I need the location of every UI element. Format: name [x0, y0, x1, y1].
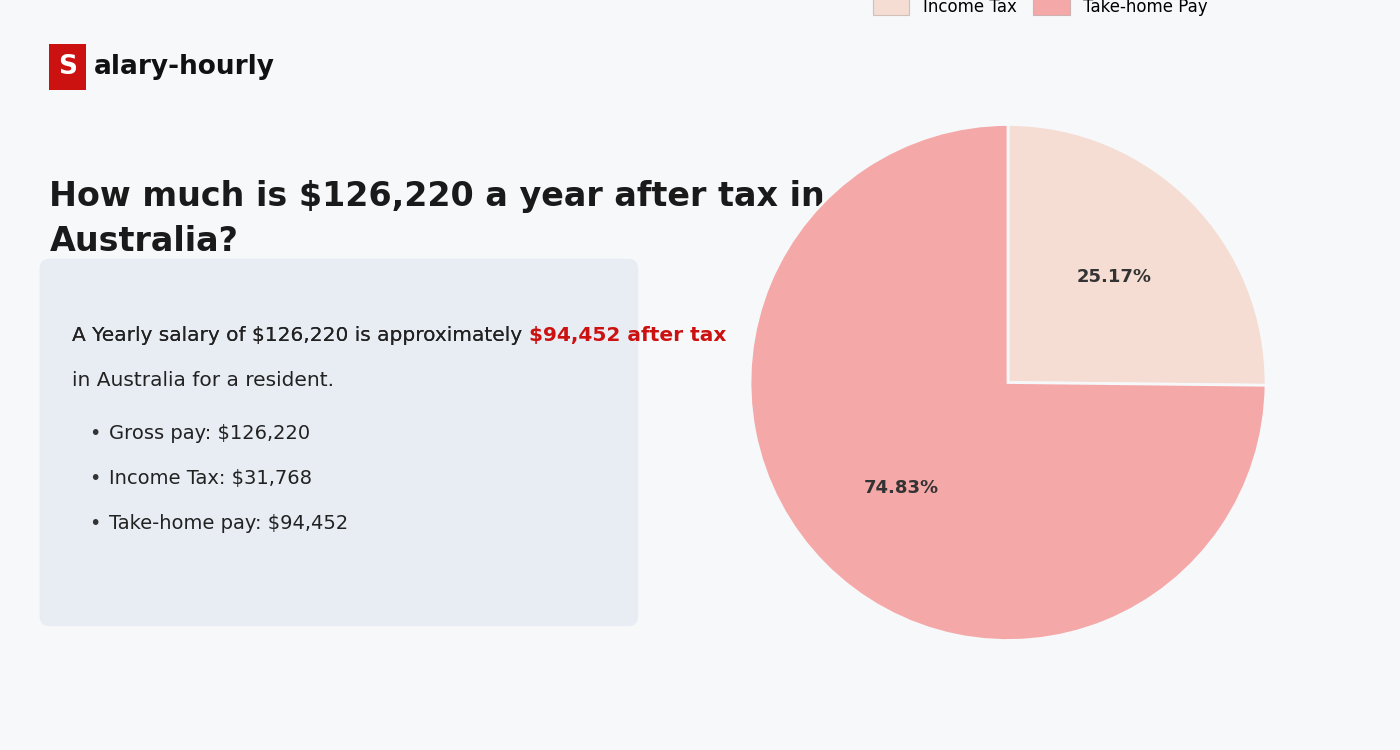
Text: 74.83%: 74.83% — [864, 478, 939, 496]
Text: How much is $126,220 a year after tax in
Australia?: How much is $126,220 a year after tax in… — [49, 180, 825, 258]
Wedge shape — [1008, 124, 1266, 386]
Wedge shape — [750, 124, 1266, 640]
Text: A Yearly salary of $126,220 is approximately: A Yearly salary of $126,220 is approxima… — [73, 326, 529, 345]
FancyBboxPatch shape — [39, 259, 638, 626]
Text: •: • — [88, 469, 101, 488]
Text: Gross pay: $126,220: Gross pay: $126,220 — [109, 424, 309, 442]
Text: Income Tax: $31,768: Income Tax: $31,768 — [109, 469, 312, 488]
Text: alary-hourly: alary-hourly — [94, 54, 274, 80]
Text: A Yearly salary of $126,220 is approximately: A Yearly salary of $126,220 is approxima… — [73, 326, 529, 345]
Text: $94,452 after tax: $94,452 after tax — [529, 326, 727, 345]
Legend: Income Tax, Take-home Pay: Income Tax, Take-home Pay — [867, 0, 1215, 22]
Text: •: • — [88, 424, 101, 442]
Text: Take-home pay: $94,452: Take-home pay: $94,452 — [109, 514, 347, 532]
FancyBboxPatch shape — [49, 44, 85, 90]
Text: S: S — [57, 54, 77, 80]
Text: 25.17%: 25.17% — [1077, 268, 1152, 286]
Text: •: • — [88, 514, 101, 532]
Text: in Australia for a resident.: in Australia for a resident. — [73, 371, 335, 390]
